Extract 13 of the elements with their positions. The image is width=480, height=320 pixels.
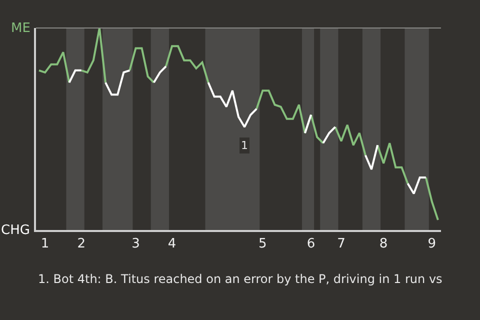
x-tick-label: 3 bbox=[132, 236, 140, 252]
x-tick-label: 8 bbox=[379, 236, 388, 252]
x-tick-label: 1 bbox=[40, 236, 50, 252]
text: 1. Bot 4th: B. Titus reached on an error by the P, driving in 1 run vs bbox=[38, 272, 442, 286]
x-tick-label: 2 bbox=[77, 236, 86, 252]
text: ME bbox=[11, 21, 30, 36]
x-tick-label: 6 bbox=[306, 236, 316, 252]
x-tick-label: 5 bbox=[258, 236, 267, 252]
x-tick-label: 4 bbox=[168, 236, 176, 252]
x-tick-label: 9 bbox=[428, 236, 436, 252]
text: CHG bbox=[1, 223, 30, 238]
x-tick-label: 7 bbox=[337, 236, 346, 252]
annotation: 1 bbox=[241, 139, 248, 152]
